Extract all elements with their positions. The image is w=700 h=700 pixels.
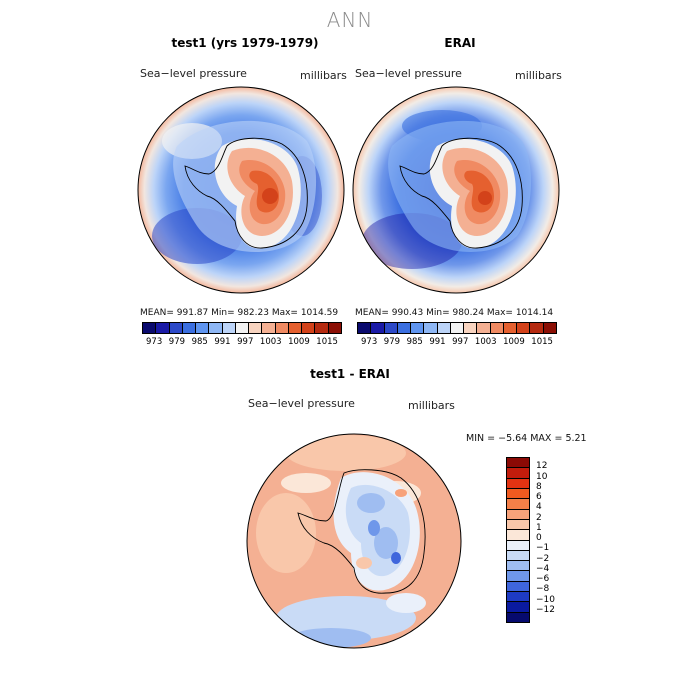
colorbar-swatch (397, 323, 412, 333)
figure-title: ANN (326, 8, 374, 32)
colorbar-tick-label: 985 (406, 337, 423, 347)
panel2-map (352, 86, 560, 294)
colorbar-tick-label: 997 (237, 337, 254, 347)
colorbar-swatch (384, 323, 398, 333)
colorbar-swatch (450, 323, 465, 333)
colorbar-tick-label: 985 (191, 337, 208, 347)
colorbar-swatch (328, 323, 341, 333)
colorbar-swatch (464, 323, 478, 333)
panel2-title: ERAI (444, 36, 476, 50)
colorbar-tick-label: 1015 (531, 337, 553, 347)
colorbar-swatch (507, 550, 529, 562)
colorbar-tick-label: 1 (536, 522, 542, 533)
colorbar-swatch (507, 602, 529, 613)
colorbar-tick-label: 12 (536, 461, 548, 472)
colorbar-swatch (371, 323, 385, 333)
colorbar-tick-label: −10 (536, 594, 555, 605)
colorbar-tick-label: 1003 (259, 337, 282, 347)
colorbar-tick-label: 1003 (474, 337, 497, 347)
colorbar-swatch (156, 323, 170, 333)
colorbar-tick-label: 991 (429, 337, 446, 347)
colorbar-swatch (507, 478, 529, 489)
panel2-colorbar: 973 979 985 991 997 1003 1009 1015 (357, 322, 557, 347)
panel2-stats: MEAN= 990.43 Min= 980.24 Max= 1014.14 (355, 308, 554, 318)
diff-stats: MIN = −5.64 MAX = 5.21 (466, 433, 587, 444)
colorbar-tick-label: 1009 (288, 337, 310, 347)
colorbar-tick-label: −1 (536, 543, 550, 554)
diff-units: millibars (408, 399, 455, 412)
colorbar-swatch (507, 488, 529, 500)
diff-variable: Sea−level pressure (248, 397, 355, 410)
colorbar-tick-label: 8 (536, 481, 542, 492)
colorbar-swatch (507, 458, 529, 469)
colorbar-tick-label: 0 (536, 533, 542, 543)
colorbar-swatch (517, 323, 531, 333)
colorbar-swatch (507, 468, 529, 479)
colorbar-swatch (543, 323, 556, 333)
colorbar-swatch (507, 612, 529, 622)
colorbar-tick-label: 2 (536, 512, 542, 523)
colorbar-tick-label: 10 (536, 471, 548, 482)
panel2-units: millibars (515, 69, 562, 82)
colorbar-swatch (437, 323, 451, 333)
colorbar-tick-label: 6 (536, 492, 542, 502)
colorbar-swatch (490, 323, 504, 333)
colorbar-swatch (222, 323, 236, 333)
colorbar-swatch (288, 323, 303, 333)
colorbar-swatch (503, 323, 518, 333)
diff-map (246, 433, 462, 649)
colorbar-swatch (507, 581, 529, 593)
diff-title: test1 - ERAI (310, 367, 390, 381)
colorbar-swatch (235, 323, 250, 333)
colorbar-swatch (507, 530, 529, 541)
panel1-colorbar: 973 979 985 991 997 1003 1009 1015 (142, 322, 342, 347)
colorbar-swatch (143, 323, 157, 333)
panel1-title: test1 (yrs 1979-1979) (171, 36, 319, 50)
colorbar-swatch (411, 323, 425, 333)
colorbar-swatch (358, 323, 372, 333)
panel1-variable: Sea−level pressure (140, 67, 247, 80)
colorbar-swatch (507, 592, 529, 603)
colorbar-swatch (182, 323, 197, 333)
colorbar-swatch (315, 323, 329, 333)
colorbar-swatch (249, 323, 263, 333)
diff-colorbar (506, 457, 530, 623)
colorbar-swatch (507, 571, 529, 582)
colorbar-tick-label: 4 (536, 502, 542, 513)
panel1-units: millibars (300, 69, 347, 82)
colorbar-swatch (507, 540, 529, 551)
colorbar-swatch (302, 323, 316, 333)
colorbar-tick-label: −4 (536, 563, 550, 574)
colorbar-swatch (169, 323, 183, 333)
colorbar-swatch (424, 323, 438, 333)
colorbar-tick-label: 1015 (316, 337, 338, 347)
panel1-stats: MEAN= 991.87 Min= 982.23 Max= 1014.59 (140, 308, 339, 318)
colorbar-swatch (275, 323, 289, 333)
colorbar-tick-label: 991 (214, 337, 231, 347)
colorbar-tick-label: −6 (536, 574, 550, 584)
colorbar-swatch (530, 323, 544, 333)
colorbar-swatch (507, 499, 529, 510)
colorbar-tick-label: −12 (536, 604, 555, 615)
diff-colorbar-ticks: 12 10 8 6 4 2 1 0 −1 −2 −4 −6 −8 −10 −12 (536, 457, 576, 621)
colorbar-tick-label: −8 (536, 584, 550, 595)
colorbar-tick-label: 973 (361, 337, 378, 347)
colorbar-tick-label: −2 (536, 553, 550, 564)
colorbar-swatch (507, 509, 529, 520)
colorbar-swatch (209, 323, 223, 333)
colorbar-tick-label: 1009 (503, 337, 525, 347)
colorbar-swatch (507, 561, 529, 572)
colorbar-tick-label: 979 (383, 337, 401, 347)
panel1-map (137, 86, 345, 294)
panel2-variable: Sea−level pressure (355, 67, 462, 80)
colorbar-swatch (507, 519, 529, 531)
colorbar-swatch (196, 323, 210, 333)
colorbar-swatch (262, 323, 276, 333)
colorbar-tick-label: 979 (168, 337, 186, 347)
colorbar-swatch (477, 323, 491, 333)
colorbar-tick-label: 997 (452, 337, 469, 347)
colorbar-tick-label: 973 (146, 337, 163, 347)
